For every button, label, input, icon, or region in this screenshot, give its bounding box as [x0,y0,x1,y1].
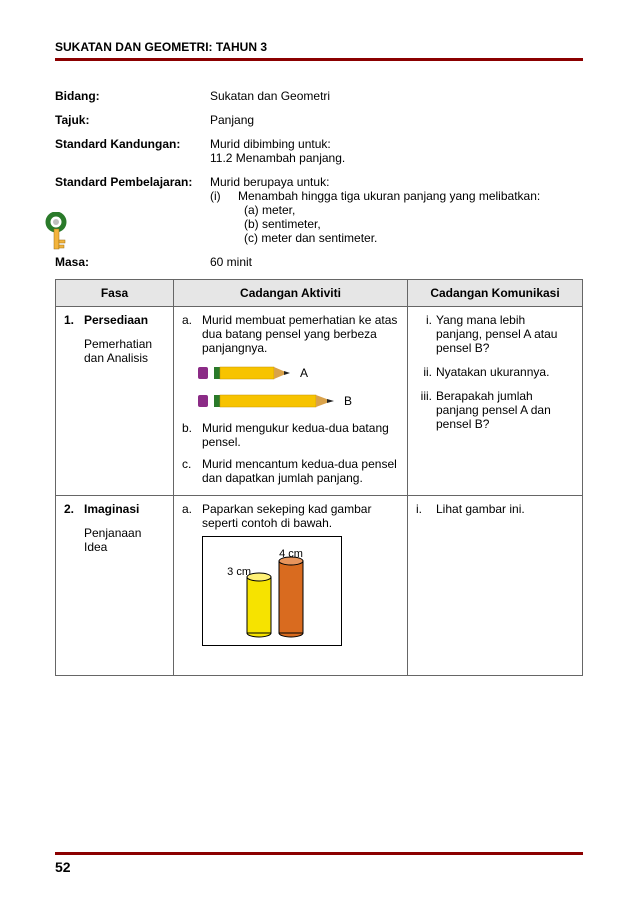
r2-kom-i-mk: i. [416,502,436,516]
lesson-table: Fasa Cadangan Aktiviti Cadangan Komunika… [55,279,583,676]
page-header: SUKATAN DAN GEOMETRI: TAHUN 3 [55,40,583,61]
tajuk-value: Panjang [210,113,583,127]
r1-kom-ii-mk: ii. [416,365,436,379]
page-footer: 52 [55,852,583,875]
table-row: 2. Imaginasi Penjanaan Idea a. Paparkan … [56,496,583,676]
r1-kom-ii: Nyatakan ukurannya. [436,365,574,379]
meta-block: Bidang: Sukatan dan Geometri Tajuk: Panj… [55,89,583,269]
r1-akt-b: Murid mengukur kedua-dua batang pensel. [202,421,399,449]
sp-c: (c) meter dan sentimeter. [244,231,377,245]
r1-akt-a-mk: a. [182,313,202,355]
key-icon [42,212,76,256]
r2-kom-i: Lihat gambar ini. [436,502,574,516]
page-number: 52 [55,859,71,875]
r1-akt-a: Murid membuat pemerhatian ke atas dua ba… [202,313,399,355]
fasa2-title: Imaginasi [84,502,165,516]
th-fasa: Fasa [56,280,174,307]
r2-akt-a: Paparkan sekeping kad gambar seperti con… [202,502,399,530]
pencil-b-label: B [344,394,352,408]
pencil-a-icon [198,363,294,383]
sp-label: Standard Pembelajaran: [55,175,210,189]
sp-value: Murid berupaya untuk: (i) Menambah hingg… [210,175,583,245]
sk-item: 11.2 Menambah panjang. [210,151,583,165]
tajuk-label: Tajuk: [55,113,210,127]
sp-intro: Murid berupaya untuk: [210,175,583,189]
r1-akt-b-mk: b. [182,421,202,449]
sp-i-text: Menambah hingga tiga ukuran panjang yang… [238,189,540,203]
r1-akt-c-mk: c. [182,457,202,485]
pencil-b-icon [198,391,338,411]
masa-value: 60 minit [210,255,583,269]
fasa1-title: Persediaan [84,313,165,327]
sp-a: (a) meter, [244,203,295,217]
pencil-a-label: A [300,366,308,380]
bidang-value: Sukatan dan Geometri [210,89,583,103]
card-box: 3 cm 4 cm [202,536,342,646]
sp-i-marker: (i) [210,189,238,203]
sk-value: Murid dibimbing untuk: 11.2 Menambah pan… [210,137,583,165]
th-aktiviti: Cadangan Aktiviti [174,280,408,307]
sk-label: Standard Kandungan: [55,137,210,151]
pencil-a-row: A [198,363,399,383]
r1-kom-i: Yang mana lebih panjang, pensel A atau p… [436,313,574,355]
r1-kom-i-mk: i. [416,313,436,355]
fasa1-sub: Pemerhatian dan Analisis [84,337,165,365]
r1-kom-iii-mk: iii. [416,389,436,431]
table-row: 1. Persediaan Pemerhatian dan Analisis a… [56,307,583,496]
r1-kom-iii: Berapakah jumlah panjang pensel A dan pe… [436,389,574,431]
sk-intro: Murid dibimbing untuk: [210,137,583,151]
th-komunikasi: Cadangan Komunikasi [408,280,583,307]
fasa1-num: 1. [64,313,84,365]
fasa2-sub: Penjanaan Idea [84,526,165,554]
r2-akt-a-mk: a. [182,502,202,530]
fasa2-num: 2. [64,502,84,554]
masa-label: Masa: [55,255,210,269]
bidang-label: Bidang: [55,89,210,103]
sp-b: (b) sentimeter, [244,217,321,231]
r1-akt-c: Murid mencantum kedua-dua pensel dan dap… [202,457,399,485]
pencil-b-row: B [198,391,399,411]
